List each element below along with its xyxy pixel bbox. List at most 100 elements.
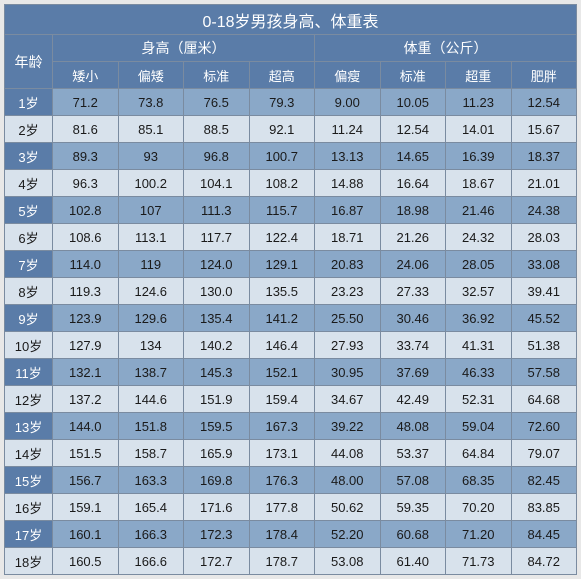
- height-cell: 156.7: [53, 467, 119, 494]
- height-cell: 172.7: [184, 548, 250, 575]
- height-cell: 138.7: [118, 359, 184, 386]
- table-row: 10岁127.9134140.2146.427.9333.7441.3151.3…: [5, 332, 577, 359]
- weight-cell: 14.65: [380, 143, 446, 170]
- weight-cell: 60.68: [380, 521, 446, 548]
- table-row: 7岁114.0119124.0129.120.8324.0628.0533.08: [5, 251, 577, 278]
- weight-cell: 42.49: [380, 386, 446, 413]
- height-cell: 92.1: [249, 116, 315, 143]
- weight-cell: 18.37: [511, 143, 577, 170]
- weight-cell: 27.93: [315, 332, 381, 359]
- weight-cell: 23.23: [315, 278, 381, 305]
- height-cell: 88.5: [184, 116, 250, 143]
- height-cell: 117.7: [184, 224, 250, 251]
- age-cell: 3岁: [5, 143, 53, 170]
- weight-cell: 28.05: [446, 251, 512, 278]
- weight-cell: 44.08: [315, 440, 381, 467]
- height-weight-table: 0-18岁男孩身高、体重表 年龄 身高（厘米） 体重（公斤） 矮小 偏矮 标准 …: [4, 4, 577, 575]
- table-row: 3岁89.39396.8100.713.1314.6516.3918.37: [5, 143, 577, 170]
- table-row: 16岁159.1165.4171.6177.850.6259.3570.2083…: [5, 494, 577, 521]
- weight-cell: 71.20: [446, 521, 512, 548]
- height-cell: 73.8: [118, 89, 184, 116]
- weight-cell: 21.46: [446, 197, 512, 224]
- height-cell: 146.4: [249, 332, 315, 359]
- age-cell: 13岁: [5, 413, 53, 440]
- age-header: 年龄: [5, 35, 53, 89]
- weight-cell: 39.41: [511, 278, 577, 305]
- height-cell: 119.3: [53, 278, 119, 305]
- height-cell: 135.5: [249, 278, 315, 305]
- weight-cell: 30.95: [315, 359, 381, 386]
- height-col-1: 偏矮: [118, 62, 184, 89]
- weight-cell: 33.08: [511, 251, 577, 278]
- height-cell: 104.1: [184, 170, 250, 197]
- height-cell: 123.9: [53, 305, 119, 332]
- weight-cell: 84.45: [511, 521, 577, 548]
- weight-cell: 11.23: [446, 89, 512, 116]
- age-cell: 18岁: [5, 548, 53, 575]
- height-cell: 89.3: [53, 143, 119, 170]
- weight-cell: 24.32: [446, 224, 512, 251]
- weight-cell: 52.31: [446, 386, 512, 413]
- weight-cell: 18.98: [380, 197, 446, 224]
- weight-cell: 32.57: [446, 278, 512, 305]
- height-cell: 102.8: [53, 197, 119, 224]
- height-cell: 163.3: [118, 467, 184, 494]
- height-cell: 114.0: [53, 251, 119, 278]
- height-cell: 96.8: [184, 143, 250, 170]
- height-cell: 108.6: [53, 224, 119, 251]
- height-cell: 129.1: [249, 251, 315, 278]
- weight-cell: 18.71: [315, 224, 381, 251]
- weight-cell: 36.92: [446, 305, 512, 332]
- table-row: 9岁123.9129.6135.4141.225.5030.4636.9245.…: [5, 305, 577, 332]
- table-row: 5岁102.8107111.3115.716.8718.9821.4624.38: [5, 197, 577, 224]
- height-cell: 159.4: [249, 386, 315, 413]
- height-cell: 160.1: [53, 521, 119, 548]
- weight-cell: 11.24: [315, 116, 381, 143]
- height-cell: 166.3: [118, 521, 184, 548]
- table-row: 18岁160.5166.6172.7178.753.0861.4071.7384…: [5, 548, 577, 575]
- weight-cell: 79.07: [511, 440, 577, 467]
- table-title: 0-18岁男孩身高、体重表: [5, 5, 577, 35]
- height-group-header: 身高（厘米）: [53, 35, 315, 62]
- weight-cell: 57.08: [380, 467, 446, 494]
- age-cell: 6岁: [5, 224, 53, 251]
- height-cell: 151.8: [118, 413, 184, 440]
- weight-cell: 53.08: [315, 548, 381, 575]
- height-cell: 96.3: [53, 170, 119, 197]
- height-cell: 79.3: [249, 89, 315, 116]
- age-cell: 7岁: [5, 251, 53, 278]
- height-cell: 108.2: [249, 170, 315, 197]
- weight-cell: 37.69: [380, 359, 446, 386]
- weight-cell: 83.85: [511, 494, 577, 521]
- weight-cell: 30.46: [380, 305, 446, 332]
- age-cell: 9岁: [5, 305, 53, 332]
- age-cell: 1岁: [5, 89, 53, 116]
- height-cell: 130.0: [184, 278, 250, 305]
- weight-cell: 71.73: [446, 548, 512, 575]
- height-cell: 172.3: [184, 521, 250, 548]
- weight-cell: 84.72: [511, 548, 577, 575]
- age-cell: 2岁: [5, 116, 53, 143]
- weight-cell: 52.20: [315, 521, 381, 548]
- weight-cell: 24.06: [380, 251, 446, 278]
- age-cell: 10岁: [5, 332, 53, 359]
- weight-cell: 21.26: [380, 224, 446, 251]
- weight-cell: 57.58: [511, 359, 577, 386]
- height-cell: 151.9: [184, 386, 250, 413]
- weight-cell: 51.38: [511, 332, 577, 359]
- height-cell: 111.3: [184, 197, 250, 224]
- height-cell: 144.6: [118, 386, 184, 413]
- table-row: 8岁119.3124.6130.0135.523.2327.3332.5739.…: [5, 278, 577, 305]
- weight-cell: 21.01: [511, 170, 577, 197]
- weight-cell: 9.00: [315, 89, 381, 116]
- height-cell: 171.6: [184, 494, 250, 521]
- age-cell: 15岁: [5, 467, 53, 494]
- sub-header-row: 矮小 偏矮 标准 超高 偏瘦 标准 超重 肥胖: [5, 62, 577, 89]
- weight-cell: 10.05: [380, 89, 446, 116]
- height-cell: 71.2: [53, 89, 119, 116]
- age-cell: 5岁: [5, 197, 53, 224]
- weight-cell: 59.04: [446, 413, 512, 440]
- weight-cell: 12.54: [511, 89, 577, 116]
- weight-cell: 15.67: [511, 116, 577, 143]
- height-cell: 93: [118, 143, 184, 170]
